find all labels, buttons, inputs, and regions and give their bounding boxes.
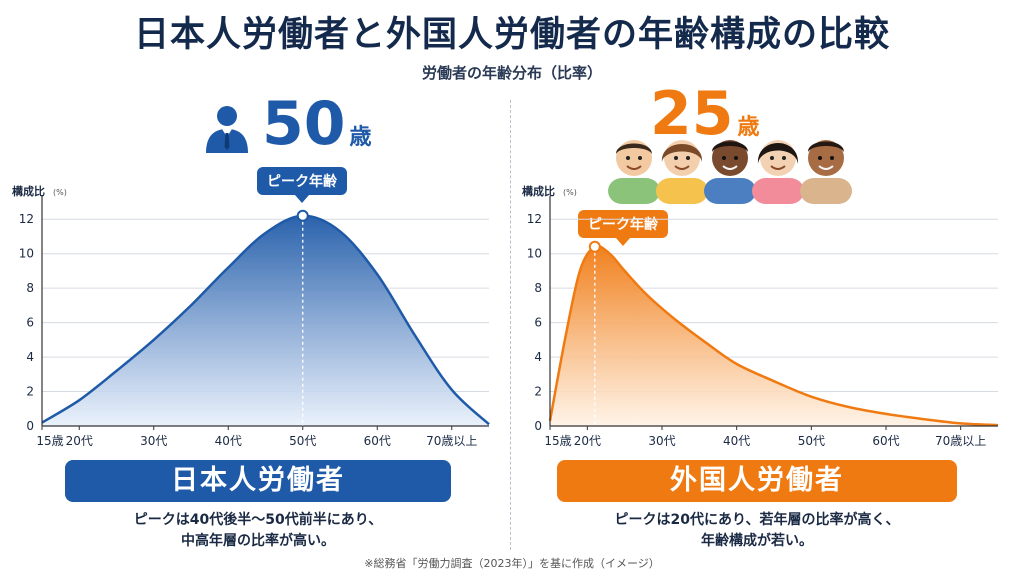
foreign-y-tick-label: 10 — [527, 247, 542, 261]
foreign-y-tick-label: 12 — [527, 212, 542, 226]
foreign-description-line-1: ピークは20代にあり、若年層の比率が高く、 — [614, 512, 900, 528]
businessperson-icon — [206, 106, 248, 153]
foreign-x-tick-label: 70歳以上 — [935, 434, 986, 448]
foreign-distribution-area — [550, 246, 998, 426]
foreign-peak-age-value: 25 — [650, 79, 734, 149]
japanese-x-tick-label: 60代 — [364, 434, 391, 448]
page-subtitle: 労働者の年齢分布（比率） — [421, 64, 602, 82]
foreign-description-line-2: 年齢構成が若い。 — [701, 533, 813, 549]
foreign-y-axis-label: 構成比 — [522, 184, 555, 198]
japanese-x-tick-label: 40代 — [215, 434, 242, 448]
japanese-x-tick-label: 15歳 — [36, 434, 63, 448]
foreign-workers-label: 外国人労働者 — [557, 460, 957, 502]
japanese-y-axis-unit: (%) — [53, 188, 67, 197]
japanese-peak-point — [296, 209, 309, 222]
japanese-x-tick-label: 30代 — [140, 434, 167, 448]
japanese-y-axis-label: 構成比 — [12, 184, 45, 198]
japanese-y-tick-label: 0 — [26, 419, 34, 433]
foreign-x-tick-label: 50代 — [798, 434, 825, 448]
foreign-y-tick-label: 2 — [534, 385, 542, 399]
source-note: ※総務省「労働力調査（2023年）」を基に作成（イメージ） — [364, 557, 660, 570]
japanese-peak-age-unit: 歳 — [349, 125, 372, 150]
foreign-x-tick-label: 15歳 — [544, 434, 571, 448]
foreign-peak-tag: ピーク年齢 — [578, 210, 668, 246]
foreign-y-tick-label: 6 — [534, 316, 542, 330]
japanese-distribution-line — [41, 214, 490, 426]
diverse-people-icon — [608, 140, 852, 204]
japanese-workers-label: 日本人労働者 — [65, 460, 451, 502]
japanese-peak-age: 50 歳 — [262, 94, 372, 154]
foreign-x-tick-label: 40代 — [723, 434, 750, 448]
foreign-y-axis-unit: (%) — [563, 188, 577, 197]
japanese-y-tick-label: 2 — [26, 385, 34, 399]
foreign-y-tick-label: 8 — [534, 281, 542, 295]
japanese-x-tick-label: 50代 — [289, 434, 316, 448]
japanese-y-tick-label: 6 — [26, 316, 34, 330]
japanese-age-distribution-chart: 構成比 (%) 0 2 4 6 8 10 12 15歳 20代 30代 40代 50代 60代 70歳以上 — [12, 184, 490, 448]
japanese-y-tick-label: 8 — [26, 281, 34, 295]
japanese-x-tick-label: 70歳以上 — [426, 434, 477, 448]
japanese-y-tick-label: 12 — [19, 212, 34, 226]
foreign-peak-age: 25 歳 — [650, 84, 760, 144]
japanese-y-tick-label: 4 — [26, 350, 34, 364]
page-title: 日本人労働者と外国人労働者の年齢構成の比較 — [133, 15, 890, 55]
foreign-x-tick-label: 60代 — [872, 434, 899, 448]
japanese-x-tick-label: 20代 — [66, 434, 93, 448]
foreign-description: ピークは20代にあり、若年層の比率が高く、 年齢構成が若い。 — [557, 510, 957, 552]
foreign-y-tick-label: 0 — [534, 419, 542, 433]
japanese-peak-tag: ピーク年齢 — [257, 167, 347, 203]
japanese-distribution-area — [42, 215, 489, 426]
japanese-description: ピークは40代後半～50代前半にあり、 中高年層の比率が高い。 — [65, 510, 451, 552]
foreign-x-tick-label: 30代 — [648, 434, 675, 448]
japanese-peak-age-value: 50 — [262, 89, 346, 159]
panel-divider — [510, 100, 511, 550]
foreign-y-tick-label: 4 — [534, 350, 542, 364]
foreign-peak-point — [588, 240, 601, 253]
foreign-x-tick-label: 20代 — [574, 434, 601, 448]
japanese-y-tick-label: 10 — [19, 247, 34, 261]
foreign-peak-age-unit: 歳 — [737, 115, 760, 140]
japanese-description-line-2: 中高年層の比率が高い。 — [181, 533, 335, 549]
foreign-age-distribution-chart: 構成比 (%) 0 2 4 6 8 10 12 15歳 20代 30代 40代 50代 60代 70歳以上 — [522, 184, 999, 448]
foreign-distribution-line — [548, 244, 999, 427]
japanese-description-line-1: ピークは40代後半～50代前半にあり、 — [133, 512, 383, 528]
